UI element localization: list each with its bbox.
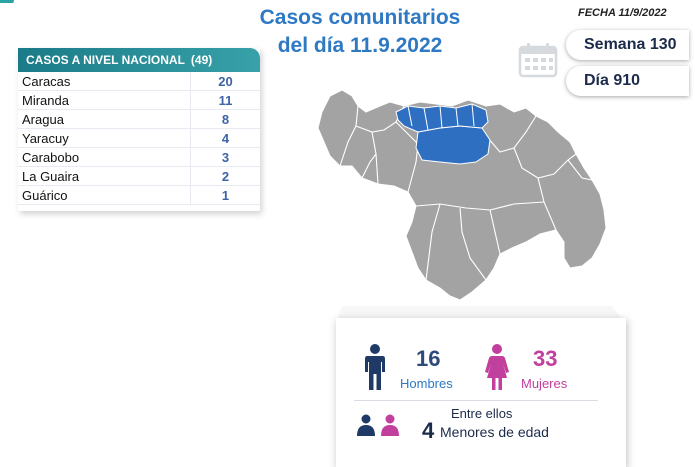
table-header-label: CASOS A NIVEL NACIONAL — [26, 53, 185, 67]
venezuela-map — [317, 89, 607, 301]
title-line-2: del día 11.9.2022 — [277, 34, 443, 57]
state-name: Guárico — [22, 187, 68, 203]
day-badge: Día 910 — [566, 66, 689, 96]
state-cases: 20 — [190, 72, 260, 90]
map-highlight-guarico — [415, 125, 491, 165]
state-cases: 3 — [190, 148, 260, 166]
map-country-outline — [317, 89, 607, 301]
title-line-1: Casos comunitarios — [259, 6, 461, 29]
table-header: CASOS A NIVEL NACIONAL (49) — [18, 48, 260, 72]
women-count: 33 — [533, 346, 558, 371]
minors-count: 4 — [422, 418, 435, 443]
national-cases-table: CASOS A NIVEL NACIONAL (49) Caracas 20 Mi… — [18, 48, 260, 211]
state-name: Miranda — [22, 92, 69, 108]
table-row: La Guaira 2 — [18, 167, 260, 186]
table-row: Miranda 11 — [18, 91, 260, 110]
date-label: FECHA 11/9/2022 — [578, 7, 667, 19]
state-cases: 11 — [190, 91, 260, 109]
top-accent — [0, 0, 14, 6]
table-header-total: (49) — [190, 53, 213, 67]
state-cases: 2 — [190, 167, 260, 185]
among-them-label: Entre ellos — [451, 406, 513, 421]
state-cases: 8 — [190, 110, 260, 128]
state-name: Caracas — [22, 73, 71, 89]
stats-panel: 16 Hombres 33 Mujeres Entre ellos 4 Meno… — [336, 318, 626, 467]
woman-icon — [485, 344, 509, 390]
state-name: Yaracuy — [22, 130, 69, 146]
state-cases: 1 — [190, 186, 260, 204]
map-highlight-north — [395, 103, 489, 133]
man-icon — [365, 344, 385, 390]
minors-label: Menores de edad — [440, 424, 549, 440]
stats-divider — [354, 400, 598, 401]
children-icon — [357, 414, 399, 436]
women-label: Mujeres — [521, 376, 568, 391]
table-row: Aragua 8 — [18, 110, 260, 129]
men-label: Hombres — [400, 376, 453, 391]
table-row: Yaracuy 4 — [18, 129, 260, 148]
page-title: Casos comunitarios del día 11.9.2022 — [230, 4, 490, 60]
state-name: Carabobo — [22, 149, 80, 165]
state-cases: 4 — [190, 129, 260, 147]
table-row: Guárico 1 — [18, 186, 260, 205]
men-count: 16 — [416, 346, 441, 371]
table-row: Caracas 20 — [18, 72, 260, 91]
week-badge: Semana 130 — [566, 30, 689, 60]
calendar-icon — [518, 43, 558, 78]
table-row: Carabobo 3 — [18, 148, 260, 167]
state-name: Aragua — [22, 111, 64, 127]
state-name: La Guaira — [22, 168, 80, 184]
